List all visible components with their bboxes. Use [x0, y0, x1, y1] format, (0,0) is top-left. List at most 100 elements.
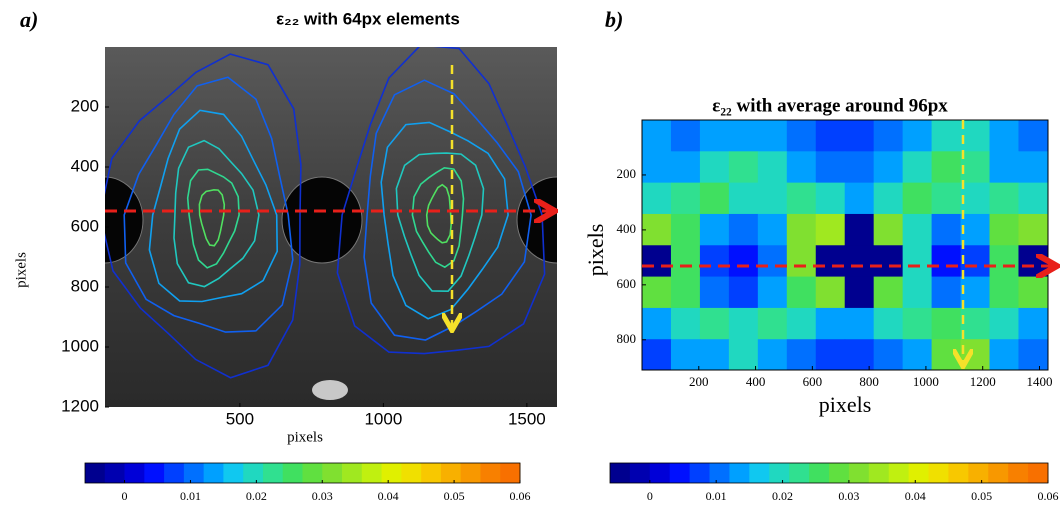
heatmap-cell — [844, 339, 875, 370]
heatmap-cell — [1018, 339, 1048, 370]
heatmap-cell — [757, 151, 788, 184]
colorbar-tick-label: 0.04 — [905, 489, 926, 503]
x-tick-label: 1500 — [508, 409, 546, 428]
heatmap-cell — [670, 120, 701, 152]
heatmap-cell — [728, 245, 759, 278]
x-tick-label: 500 — [226, 409, 254, 428]
y-axis-label: pixels — [13, 252, 29, 288]
colorbar-segment — [223, 463, 244, 483]
y-tick-label: 400 — [71, 156, 99, 175]
heatmap-cell — [699, 245, 730, 278]
colorbar-segment — [342, 463, 363, 483]
colorbar-tick-label: 0.06 — [510, 489, 531, 503]
x-tick-label: 1000 — [364, 409, 402, 428]
colorbar-segment — [480, 463, 501, 483]
heatmap-cell — [960, 151, 991, 184]
colorbar-segment — [629, 463, 651, 483]
panel-label: a) — [20, 7, 38, 32]
heatmap-cell — [960, 339, 991, 370]
heatmap-cell — [786, 182, 817, 215]
heatmap-cell — [815, 307, 846, 340]
heatmap-cell — [873, 307, 904, 340]
heatmap-cell — [873, 182, 904, 215]
colorbar-tick-label: 0.02 — [772, 489, 793, 503]
contour-line — [105, 53, 302, 379]
heatmap-cell — [728, 120, 759, 152]
heatmap-cell — [873, 276, 904, 309]
colorbar-frame — [84, 462, 521, 484]
heatmap-cell — [642, 151, 672, 184]
colorbar-tick-label: 0.01 — [180, 489, 201, 503]
colorbar-segment — [729, 463, 750, 483]
x-tick-label: 200 — [689, 374, 709, 389]
x-axis-label: pixels — [287, 429, 323, 445]
heatmap-cell — [873, 151, 904, 184]
heatmap-cell — [960, 245, 991, 278]
colorbar-segment — [282, 463, 303, 483]
heatmap-cell — [786, 120, 817, 152]
heatmap-cell — [931, 245, 962, 278]
x-tick-label: 1400 — [1026, 374, 1052, 389]
heatmap-cell — [699, 182, 730, 215]
heatmap-cell — [873, 213, 904, 246]
heatmap-cell — [960, 182, 991, 215]
colorbar-segment — [649, 463, 671, 483]
heatmap-cell — [844, 245, 875, 278]
colorbar-segment — [440, 463, 462, 483]
heatmap-cell — [757, 120, 788, 152]
heatmap-cell — [786, 151, 817, 184]
heatmap-cell — [960, 213, 991, 246]
heatmap-cell — [989, 182, 1019, 215]
colorbar-segment — [203, 463, 224, 483]
heatmap-cell — [902, 120, 933, 152]
heatmap-cell — [989, 213, 1019, 246]
heatmap-cell — [642, 120, 672, 152]
colorbar-tick-label: 0.04 — [378, 489, 399, 503]
heatmap-cell — [902, 213, 933, 246]
heatmap-cell — [815, 245, 846, 278]
colorbar-tick-label: 0.05 — [971, 489, 992, 503]
heatmap-cell — [989, 120, 1019, 152]
x-tick-label: 800 — [859, 374, 879, 389]
heatmap-cell — [757, 245, 788, 278]
colorbar-tick-label: 0 — [647, 489, 653, 503]
heatmap-cell — [670, 245, 701, 278]
heatmap-cell — [844, 213, 875, 246]
colorbar-segment — [1028, 463, 1049, 483]
colorbar-segment — [401, 463, 422, 483]
heatmap-cell — [989, 339, 1019, 370]
heatmap-cell — [670, 307, 701, 340]
colorbar-segment — [144, 463, 165, 483]
colorbar-segment — [381, 463, 402, 483]
colorbar-segment — [421, 463, 442, 483]
colorbar-segment — [709, 463, 730, 483]
heatmap-cell — [931, 182, 962, 215]
contour-line — [148, 109, 279, 303]
heatmap-cell — [873, 339, 904, 370]
chart-title: ε₂₂ with average around 96px — [712, 95, 948, 116]
heatmap-cell — [815, 182, 846, 215]
heatmap-cell — [1018, 307, 1048, 340]
heatmap-cell — [989, 245, 1019, 278]
y-tick-label: 1200 — [61, 396, 99, 415]
heatmap-cell — [1018, 213, 1048, 246]
heatmap-cell — [844, 151, 875, 184]
heatmap-cell — [699, 307, 730, 340]
heatmap-cell — [844, 276, 875, 309]
heatmap-cell — [815, 213, 846, 246]
x-tick-label: 400 — [746, 374, 766, 389]
plot-frame — [641, 119, 1049, 371]
colorbar-tick-label: 0.03 — [312, 489, 333, 503]
heatmap-cell — [670, 213, 701, 246]
colorbar-segment — [689, 463, 710, 483]
heatmap-cell — [786, 213, 817, 246]
heatmap-cell — [931, 276, 962, 309]
y-tick-label: 400 — [617, 221, 637, 236]
colorbar-tick-label: 0.05 — [444, 489, 465, 503]
heatmap-cell — [786, 307, 817, 340]
heatmap-cell — [670, 151, 701, 184]
heatmap-cell — [902, 151, 933, 184]
heatmap-cell — [699, 213, 730, 246]
contour-line — [380, 121, 509, 320]
colorbar-segment — [868, 463, 890, 483]
